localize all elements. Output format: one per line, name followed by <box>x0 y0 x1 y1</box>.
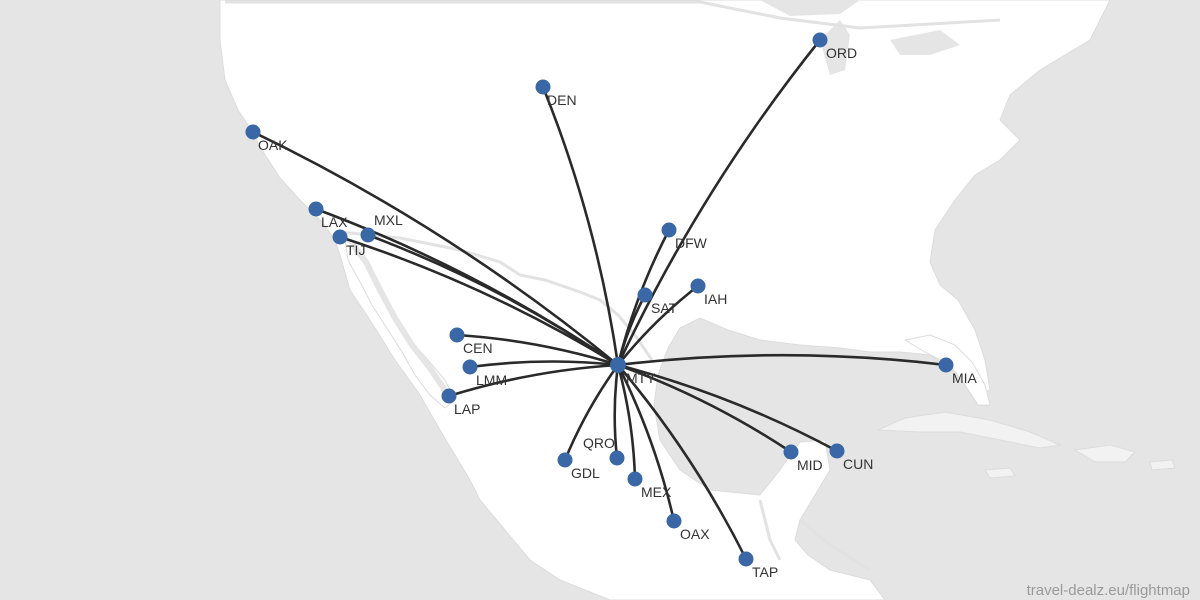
jamaica <box>984 467 1016 479</box>
route-mty-den <box>541 85 620 367</box>
airport-marker-mty[interactable] <box>610 357 626 373</box>
route-mty-cen <box>455 333 620 367</box>
airport-label-mty: MTY <box>626 370 656 386</box>
airport-label-mxl: MXL <box>374 212 403 228</box>
airport-label-dfw: DFW <box>675 235 708 251</box>
airport-marker-oax[interactable] <box>666 513 682 529</box>
airport-label-tap: TAP <box>752 564 778 580</box>
airport-marker-mex[interactable] <box>627 471 643 487</box>
airport-label-cun: CUN <box>843 456 873 472</box>
route-mty-cun <box>616 363 839 453</box>
route-mty-oak <box>251 130 620 367</box>
airport-marker-iah[interactable] <box>690 278 706 294</box>
airport-label-oak: OAK <box>258 137 288 153</box>
airport-label-den: DEN <box>547 92 577 108</box>
airport-marker-gdl[interactable] <box>557 452 573 468</box>
us-mexico-border <box>339 230 654 361</box>
flight-routes <box>251 38 948 561</box>
hispaniola <box>1073 444 1136 463</box>
airport-marker-oak[interactable] <box>245 124 261 140</box>
airport-marker-lap[interactable] <box>441 388 457 404</box>
airport-label-lap: LAP <box>454 401 480 417</box>
airport-label-oax: OAX <box>680 526 710 542</box>
airport-marker-ord[interactable] <box>812 32 828 48</box>
route-mty-mxl <box>366 233 620 367</box>
airport-marker-mia[interactable] <box>938 357 954 373</box>
airport-label-tij: TIJ <box>346 242 365 258</box>
route-mty-mia <box>616 353 948 367</box>
route-mty-lap <box>447 363 620 398</box>
route-mty-iah <box>616 284 700 367</box>
route-mty-ord <box>616 38 822 367</box>
airport-label-cen: CEN <box>463 340 493 356</box>
lake-superior <box>760 0 860 16</box>
airport-label-mid: MID <box>797 457 823 473</box>
airport-marker-sat[interactable] <box>637 287 653 303</box>
north-america-landmass <box>219 0 1111 600</box>
route-mty-tij <box>338 235 620 367</box>
route-mty-tap <box>616 363 748 561</box>
route-mty-oax <box>616 363 676 523</box>
airport-label-ord: ORD <box>826 45 857 61</box>
route-mty-qro <box>613 363 620 460</box>
route-mty-mid <box>616 363 793 454</box>
airport-marker-cun[interactable] <box>829 443 845 459</box>
airport-label-sat: SAT <box>651 300 678 316</box>
airport-label-mia: MIA <box>952 370 978 386</box>
lake-huron <box>890 30 960 55</box>
airport-marker-mxl[interactable] <box>360 227 376 243</box>
airport-marker-mid[interactable] <box>783 444 799 460</box>
airport-marker-dfw[interactable] <box>661 222 677 238</box>
airport-marker-lax[interactable] <box>308 201 324 217</box>
airport-marker-lmm[interactable] <box>462 359 478 375</box>
gulf-of-california <box>349 242 449 394</box>
route-mty-lmm <box>468 360 620 369</box>
cuba <box>877 411 1062 449</box>
airport-label-mex: MEX <box>641 484 672 500</box>
airport-marker-cen[interactable] <box>449 327 465 343</box>
airport-marker-tij[interactable] <box>332 229 348 245</box>
airport-label-qro: QRO <box>583 435 615 451</box>
airport-label-lmm: LMM <box>476 372 507 388</box>
airport-label-gdl: GDL <box>571 465 600 481</box>
airport-label-lax: LAX <box>321 214 348 230</box>
us-canada-border <box>225 0 1001 30</box>
airport-marker-tap[interactable] <box>738 551 754 567</box>
route-mty-mex <box>616 363 637 481</box>
lake-michigan <box>820 20 850 75</box>
route-mty-gdl <box>563 363 620 462</box>
airports: ORD DEN OAK LAX MXL TIJ DFW IAH SAT CEN LMM LAP MIA M… <box>245 32 978 580</box>
airport-marker-qro[interactable] <box>609 450 625 466</box>
central-america-borders <box>758 499 871 572</box>
puerto-rico <box>1149 459 1176 471</box>
watermark: travel-dealz.eu/flightmap <box>1027 582 1190 599</box>
airport-label-iah: IAH <box>704 291 727 307</box>
airport-marker-den[interactable] <box>535 79 551 95</box>
